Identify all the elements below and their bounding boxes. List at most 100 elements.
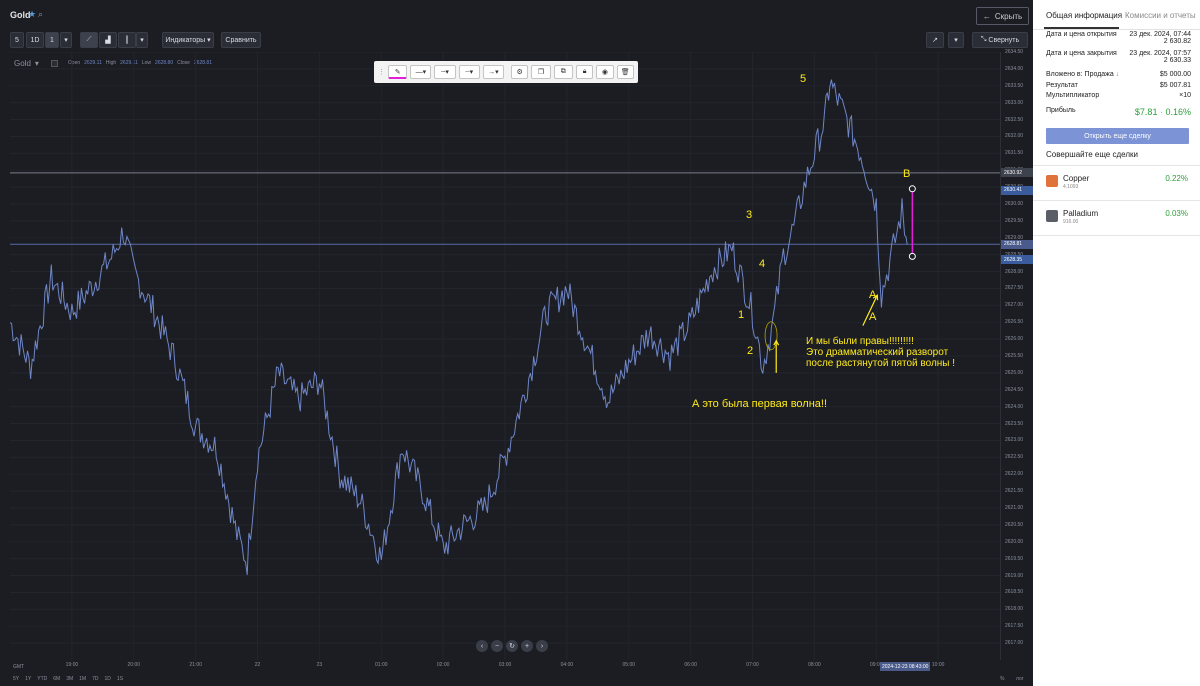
high-label: High bbox=[105, 60, 117, 66]
ohlc-legend: Gold ▾ Open 2629.11 High 2629.11 Low 262… bbox=[14, 58, 212, 68]
range-button[interactable]: 1S bbox=[116, 676, 124, 682]
tab-commissions-reports[interactable]: Комиссии и отчеты bbox=[1125, 11, 1196, 20]
asset-name: Palladium bbox=[1063, 209, 1099, 218]
wave-label-1: 1 bbox=[738, 309, 745, 321]
bring-front-button[interactable]: ❐ bbox=[531, 65, 551, 79]
range-button[interactable]: 5Y bbox=[13, 676, 20, 682]
price-tick-label: 2625.50 bbox=[1005, 353, 1024, 359]
price-tick-label: 2628.00 bbox=[1005, 268, 1024, 275]
projection-handle-bottom[interactable] bbox=[908, 252, 916, 260]
price-tick-label: 2617.50 bbox=[1005, 623, 1024, 630]
interval-1d-button[interactable]: 1D bbox=[26, 32, 44, 48]
multiplier-row: Мультипликатор ×10 bbox=[1046, 92, 1191, 99]
open-another-trade-button[interactable]: Открыть еще сделку bbox=[1046, 128, 1189, 144]
trade-info-panel: Общая информация Комиссии и отчеты Дата … bbox=[1033, 0, 1200, 686]
refresh-icon: ↻ bbox=[509, 643, 515, 650]
price-tick-label: 2622.00 bbox=[1005, 471, 1024, 478]
interval-dropdown[interactable]: ▾ bbox=[60, 32, 72, 48]
legend-toggle-checkbox[interactable] bbox=[50, 59, 58, 67]
visibility-button[interactable]: ◉ bbox=[596, 65, 614, 79]
line-style-button[interactable]: ┄▾ bbox=[434, 65, 456, 79]
price-tick-label: 2625.00 bbox=[1005, 369, 1024, 376]
asset-change: 0.22% bbox=[1165, 174, 1188, 183]
delete-button[interactable]: 🗑︎ bbox=[616, 65, 634, 79]
reversal-note-line-2: Это драмматический разворот bbox=[806, 347, 949, 358]
pen-color-button[interactable]: ✎ bbox=[388, 65, 408, 79]
draw-tool-dropdown[interactable]: ▾ bbox=[948, 32, 964, 48]
hide-button[interactable]: ← Скрыть bbox=[976, 7, 1029, 25]
wave-label-4: 4 bbox=[759, 258, 766, 270]
high-value: 2629.11 bbox=[120, 60, 138, 66]
range-button[interactable]: 1Y bbox=[25, 676, 32, 682]
line-end-button[interactable]: ┈▾ bbox=[458, 65, 480, 79]
interval-1-button[interactable]: 1 bbox=[45, 32, 59, 48]
indicators-label: Индикаторы bbox=[165, 36, 206, 44]
open-info-row: Дата и цена открытия 23 дек. 2024, 07:44… bbox=[1046, 31, 1191, 49]
time-tick-label: 06:00 bbox=[684, 662, 697, 668]
line-dots-icon: ┈▾ bbox=[465, 69, 474, 76]
active-tab-indicator bbox=[1044, 27, 1119, 29]
search-icon[interactable]: ⌕ bbox=[38, 9, 44, 19]
star-icon[interactable]: ★ bbox=[28, 9, 37, 19]
indicators-button[interactable]: Индикаторы ▾ bbox=[162, 32, 214, 48]
zoom-out-button[interactable]: − bbox=[491, 640, 503, 652]
price-tick-label: 2634.50 bbox=[1005, 49, 1024, 55]
tab-general-info[interactable]: Общая информация bbox=[1046, 11, 1123, 20]
settings-button[interactable]: ⚙ bbox=[511, 65, 529, 79]
arrow-right-icon: →▾ bbox=[488, 69, 499, 76]
projection-handle-top[interactable] bbox=[908, 185, 916, 193]
low-label: Low bbox=[141, 60, 152, 66]
close-info-row: Дата и цена закрытия 23 дек. 2024, 07:57… bbox=[1046, 50, 1191, 68]
candle-chart-button[interactable]: ┃ bbox=[118, 32, 136, 48]
lock-button[interactable]: 🔒︎ bbox=[575, 65, 594, 79]
interval-5-button[interactable]: 5 bbox=[10, 32, 24, 48]
drag-handle-icon[interactable]: ⋮ bbox=[378, 69, 385, 76]
wave-label-5: 5 bbox=[800, 73, 807, 85]
time-axis[interactable]: 19:00 20:00 21:00 22 23 01:00 02:00 03:00 04:00 0… bbox=[10, 662, 1000, 672]
result-value: $5 007.81 bbox=[1159, 82, 1191, 89]
reset-button[interactable]: ↻ bbox=[506, 640, 518, 652]
draw-arrow-button[interactable]: ↗ bbox=[926, 32, 944, 48]
chart-type-dropdown[interactable]: ▾ bbox=[136, 32, 148, 48]
collapse-button[interactable]: ⤡ Свернуть bbox=[972, 32, 1028, 48]
asset-item-palladium[interactable]: Palladium 916.00 0.03% bbox=[1033, 200, 1200, 236]
open-info-label: Дата и цена открытия bbox=[1046, 31, 1117, 38]
line-arrow-button[interactable]: →▾ bbox=[482, 65, 505, 79]
range-button[interactable]: 1M bbox=[79, 676, 87, 682]
price-tick-label: 2624.00 bbox=[1005, 403, 1024, 410]
info-tabs: Общая информация Комиссии и отчеты bbox=[1033, 0, 1200, 30]
asset-item-copper[interactable]: Copper 4.1093 0.22% bbox=[1033, 165, 1200, 201]
chevron-down-icon[interactable]: ▾ bbox=[34, 58, 39, 68]
scroll-left-button[interactable]: ‹ bbox=[476, 640, 488, 652]
close-label: Close bbox=[177, 60, 190, 66]
arrow-up-icon bbox=[773, 339, 780, 373]
wave-label-a-lower: A bbox=[869, 311, 877, 323]
range-button[interactable]: 3M bbox=[66, 676, 74, 682]
compare-button[interactable]: Сравнить bbox=[221, 32, 261, 48]
price-tick-label: 2622.50 bbox=[1005, 454, 1024, 461]
price-axis[interactable]: 2634.50 2634.00 2633.50 2633.00 2632.50 2632.… bbox=[1000, 49, 1033, 660]
range-button[interactable]: 7D bbox=[92, 676, 99, 682]
price-tick-label: 2632.00 bbox=[1005, 133, 1024, 140]
more-deals-heading: Совершайте еще сделки bbox=[1046, 150, 1138, 159]
legend-symbol[interactable]: Gold bbox=[14, 58, 31, 68]
zoom-in-button[interactable]: + bbox=[521, 640, 533, 652]
price-chart[interactable] bbox=[10, 52, 1000, 660]
line-width-button[interactable]: —▾ bbox=[410, 65, 432, 79]
range-button[interactable]: 6M bbox=[53, 676, 61, 682]
open-price: 2 630.82 bbox=[1163, 38, 1191, 45]
range-button[interactable]: YTD bbox=[37, 676, 48, 682]
clone-button[interactable]: ⧉ bbox=[553, 65, 573, 79]
result-row: Результат $5 007.81 bbox=[1046, 82, 1191, 89]
chevron-down-icon: ▾ bbox=[64, 37, 68, 44]
chevron-left-icon: ‹ bbox=[480, 642, 484, 650]
line-chart-button[interactable]: ⟋ bbox=[80, 32, 98, 48]
area-chart-button[interactable]: ▟ bbox=[99, 32, 117, 48]
log-scale-toggle[interactable]: лог bbox=[1016, 676, 1024, 682]
price-tick-label: 2621.00 bbox=[1005, 505, 1024, 511]
percent-scale-toggle[interactable]: % bbox=[1000, 676, 1005, 682]
arrow-up-right-icon: ↗ bbox=[932, 37, 938, 44]
range-button[interactable]: 1D bbox=[104, 676, 111, 682]
timezone-label[interactable]: GMT bbox=[13, 664, 25, 670]
scroll-right-button[interactable]: › bbox=[536, 640, 548, 652]
